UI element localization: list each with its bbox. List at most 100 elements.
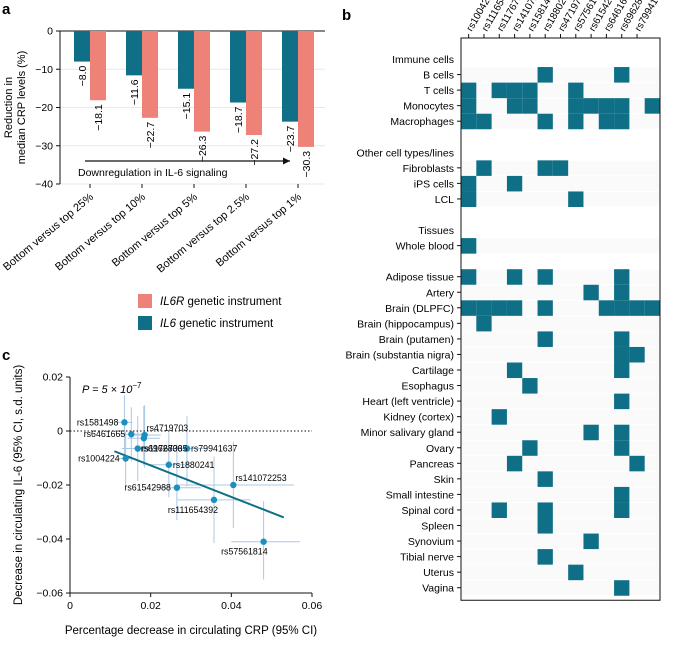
b-row-label: Spleen (421, 521, 454, 533)
a-data-label: −30.3 (301, 151, 313, 178)
a-bar-il6 (178, 31, 194, 89)
b-cell-significant (614, 269, 629, 285)
b-cell-significant (614, 502, 629, 518)
c-point (260, 539, 266, 545)
b-cell-significant (461, 83, 476, 99)
a-category-label: Bottom versus top 5% (110, 191, 200, 270)
b-cell-significant (507, 456, 522, 472)
legend-swatch-il6 (138, 316, 152, 330)
b-row-label: Ovary (426, 443, 455, 455)
c-pvalue-exponent: −7 (132, 381, 142, 390)
c-point (121, 419, 127, 425)
b-cell-significant (583, 285, 598, 301)
b-cell-significant (538, 114, 553, 130)
b-cell-significant (614, 347, 629, 363)
a-data-label: −26.3 (197, 135, 209, 162)
b-row-label: Brain (putamen) (379, 334, 454, 346)
a-bar-il6 (230, 31, 246, 103)
b-cell-significant (614, 285, 629, 301)
a-bar-il6r (90, 31, 106, 100)
b-row-band (461, 99, 660, 114)
b-cell-significant (645, 98, 660, 114)
b-cell-significant (522, 98, 537, 114)
b-cell-significant (476, 114, 491, 130)
c-ytick-label: −0.04 (36, 534, 63, 546)
b-cell-significant (461, 300, 476, 316)
b-cell-significant (568, 565, 583, 581)
b-cell-significant (522, 378, 537, 394)
b-cell-significant (492, 83, 507, 99)
b-row-band (461, 487, 660, 502)
legend-suffix: genetic instrument (176, 318, 274, 330)
panel-c-scatter: 0 0.02 0.04 0.060.020−0.02−0.04−0.06Percent… (13, 365, 322, 637)
b-row-label: Other cell types/lines (357, 147, 454, 159)
b-row-label: Uterus (423, 567, 454, 579)
b-cell-significant (568, 114, 583, 130)
b-cell-significant (614, 300, 629, 316)
c-xtick-label: 0.02 (140, 600, 161, 612)
b-cell-significant (461, 191, 476, 207)
c-xtick-label: 0 (67, 600, 73, 612)
b-cell-significant (568, 191, 583, 207)
b-row-label: Cartilage (412, 365, 454, 377)
b-row-band (461, 472, 660, 487)
b-row-band (461, 394, 660, 409)
b-row-label: Tissues (418, 225, 454, 237)
b-cell-significant (461, 176, 476, 192)
b-cell-significant (599, 300, 614, 316)
a-ytick-label: −40 (35, 179, 53, 191)
a-bar-il6r (142, 31, 158, 118)
b-row-label: Immune cells (392, 54, 454, 66)
c-point (174, 485, 180, 491)
b-cell-significant (538, 502, 553, 518)
a-ytick-label: −10 (35, 64, 53, 76)
b-row-band (461, 534, 660, 549)
b-cell-significant (568, 83, 583, 99)
c-point-label: rs141072253 (235, 473, 286, 483)
b-row-band (461, 550, 660, 565)
legend-suffix: genetic instrument (184, 296, 282, 308)
b-cell-significant (538, 160, 553, 176)
b-cell-significant (507, 98, 522, 114)
c-point-label: rs79941637 (191, 444, 238, 454)
b-cell-significant (553, 160, 568, 176)
a-bar-il6 (74, 31, 90, 62)
downregulation-text: Downregulation in IL-6 signaling (78, 167, 228, 179)
b-cell-significant (538, 331, 553, 347)
a-data-label: −11.6 (129, 79, 141, 105)
b-row-label: Spinal cord (401, 505, 454, 517)
b-cell-significant (507, 269, 522, 285)
b-cell-significant (629, 347, 644, 363)
b-row-band (461, 192, 660, 207)
b-row-band (461, 68, 660, 83)
a-bar-il6r (246, 31, 262, 135)
a-ylabel-line: Reduction in (3, 77, 15, 138)
c-ylabel: Decrease in circulating IL-6 (95% CI, s.… (13, 365, 25, 605)
b-cell-significant (583, 425, 598, 441)
b-row-label: Esophagus (401, 381, 454, 393)
b-cell-significant (507, 300, 522, 316)
b-row-label: Pancreas (410, 458, 454, 470)
c-pvalue: P = 5 × 10−7 (82, 381, 142, 396)
b-cell-significant (614, 98, 629, 114)
c-point (166, 462, 172, 468)
c-ytick-label: −0.02 (36, 480, 63, 492)
b-cell-significant (476, 160, 491, 176)
b-cell-significant (614, 67, 629, 83)
b-cell-significant (461, 98, 476, 114)
b-row-label: LCL (435, 194, 454, 206)
b-row-band (461, 176, 660, 191)
c-point-label: rs111654392 (168, 505, 218, 515)
b-row-band (461, 581, 660, 596)
legend-gene: IL6 (160, 318, 177, 330)
a-category-label: Bottom versus top 25% (1, 191, 96, 273)
b-row-band (461, 285, 660, 300)
b-cell-significant (645, 300, 660, 316)
a-data-label: −22.7 (145, 122, 157, 149)
a-bar-il6r (194, 31, 210, 132)
c-xtick-label: 0.04 (221, 600, 242, 612)
a-data-label: −8.0 (77, 65, 89, 86)
b-row-label: Adipose tissue (386, 272, 454, 284)
b-cell-significant (614, 394, 629, 410)
b-cell-significant (583, 534, 598, 550)
